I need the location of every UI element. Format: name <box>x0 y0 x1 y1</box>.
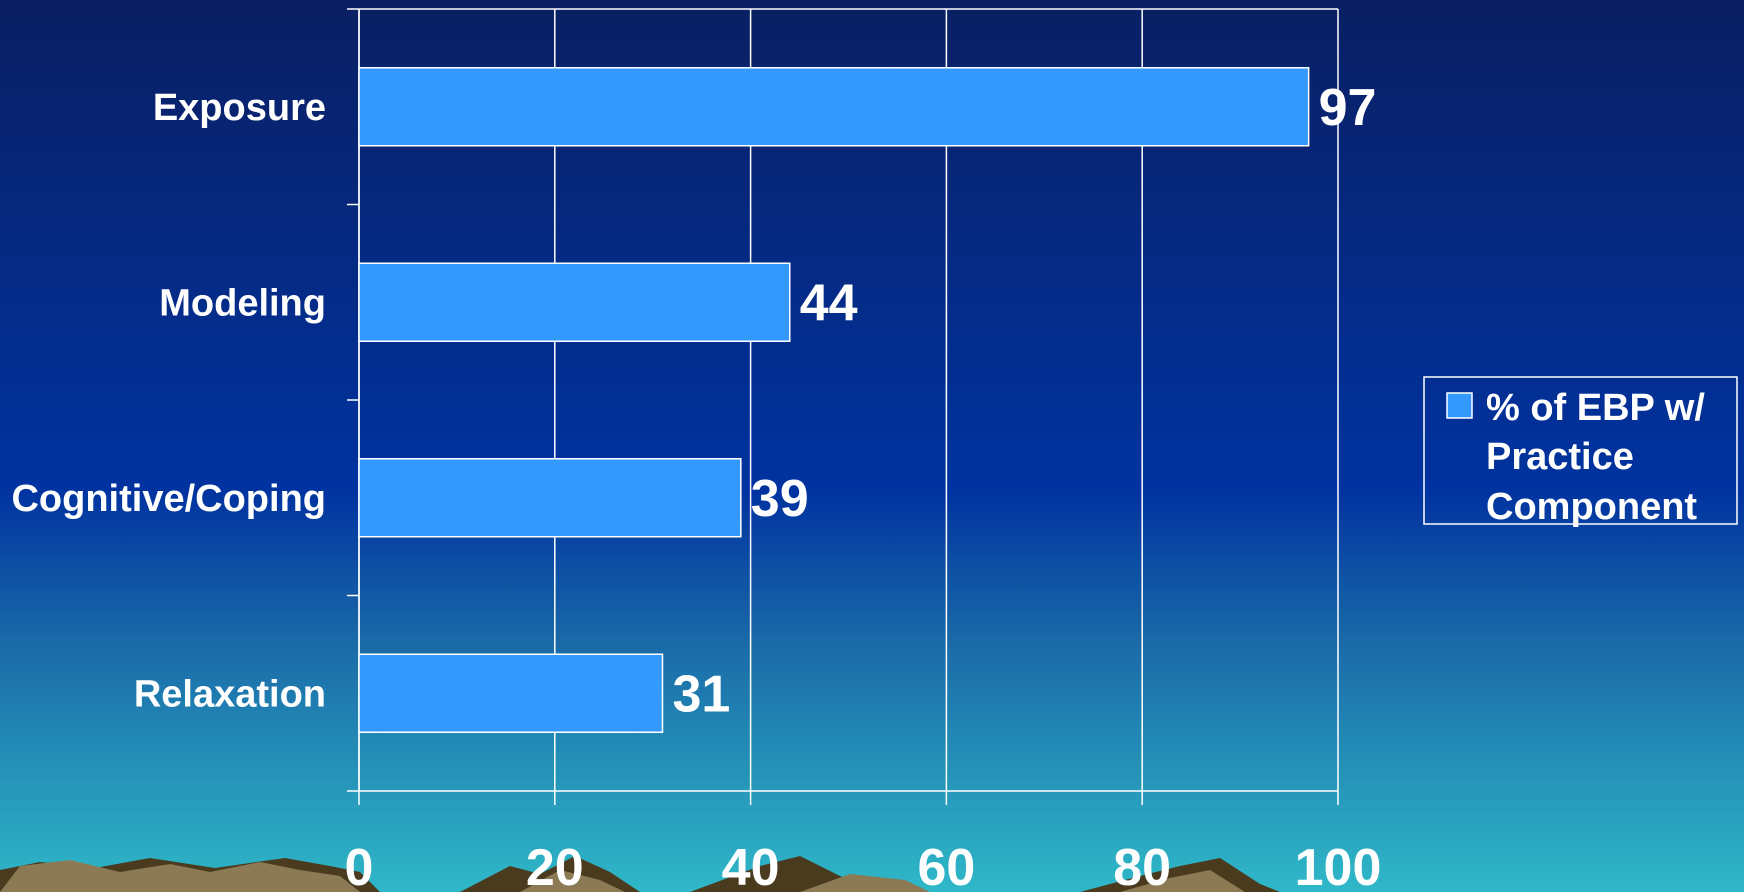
legend-box <box>1423 376 1738 525</box>
legend-label: Practice <box>1486 436 1634 478</box>
category-label: Cognitive/Coping <box>11 478 326 520</box>
legend: % of EBP w/Practice Component <box>1423 376 1738 528</box>
x-tick-label: 80 <box>1113 839 1171 892</box>
data-label: 97 <box>1319 79 1377 137</box>
bar <box>358 262 791 342</box>
legend-swatch <box>1446 392 1473 419</box>
data-label: 31 <box>672 665 730 723</box>
x-tick-label: 20 <box>526 839 584 892</box>
x-tick-label: 60 <box>917 839 975 892</box>
x-tick-label: 0 <box>345 839 374 892</box>
x-tick-label: 100 <box>1295 839 1382 892</box>
category-label: Relaxation <box>134 673 326 715</box>
bar <box>358 67 1310 147</box>
data-label: 44 <box>800 274 858 332</box>
bar <box>358 458 742 538</box>
legend-label: % of EBP w/ <box>1486 387 1705 429</box>
data-label: 39 <box>751 470 809 528</box>
legend-label: Component <box>1486 486 1697 528</box>
category-label: Exposure <box>153 87 326 129</box>
category-label: Modeling <box>159 282 326 324</box>
x-tick-label: 40 <box>722 839 780 892</box>
bar <box>358 653 664 733</box>
mountain-decoration <box>0 856 1280 892</box>
plot-area: 0 20 40 60 80 100 97 Exposure 44 Modeling 39 Cognit… <box>11 8 1382 892</box>
